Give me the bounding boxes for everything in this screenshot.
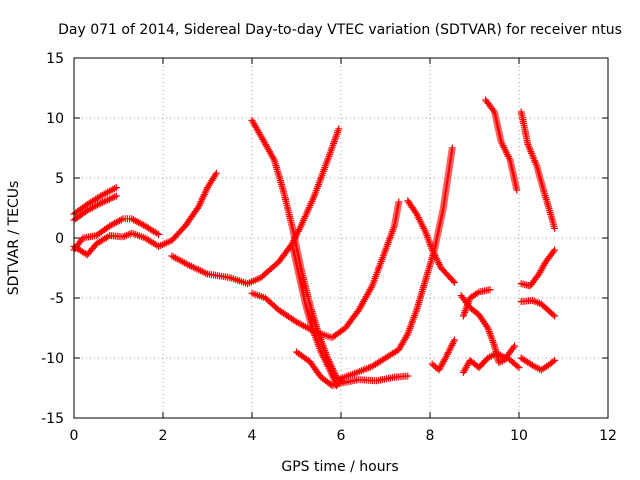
series-markers [288, 240, 341, 390]
y-axis-label: SDTVAR / TECUs [6, 181, 22, 296]
series-s20 [517, 296, 559, 320]
y-tick-label: -5 [50, 291, 64, 307]
y-tick-label: -10 [41, 351, 64, 367]
x-tick-label: 6 [337, 428, 346, 444]
series-s8 [248, 198, 403, 342]
x-tick-label: 4 [248, 428, 257, 444]
series-markers [517, 354, 559, 374]
series-markers [404, 197, 458, 286]
x-tick-label: 2 [159, 428, 168, 444]
series-s19 [517, 246, 559, 290]
series-s5 [155, 169, 220, 250]
x-tick-label: 12 [599, 428, 617, 444]
series-s9 [288, 240, 341, 390]
series-markers [517, 108, 559, 232]
series-markers [482, 96, 521, 194]
x-tick-label: 10 [510, 428, 528, 444]
x-axis-label: GPS time / hours [281, 459, 398, 475]
series-markers [248, 198, 403, 342]
series-s21 [517, 354, 559, 374]
ticks [73, 57, 609, 419]
series-s10 [293, 348, 412, 390]
x-tick-label: 8 [426, 428, 435, 444]
series-markers [517, 246, 559, 290]
y-tick-label: -15 [41, 411, 64, 427]
series-markers [428, 336, 458, 374]
series-s16 [459, 342, 518, 376]
series-s12 [404, 197, 458, 286]
series-markers [517, 296, 559, 320]
y-tick-label: 10 [46, 111, 64, 127]
chart-title: Day 071 of 2014, Sidereal Day-to-day VTE… [58, 22, 622, 38]
tick-labels: 0 2 4 6 8 10 12 -15 -10 -5 0 5 10 15 [41, 51, 617, 444]
series-markers [155, 169, 220, 250]
series-markers [293, 348, 412, 390]
series-s11 [337, 144, 456, 382]
series-s13 [428, 336, 458, 374]
y-tick-label: 0 [55, 231, 64, 247]
series-s18 [517, 108, 559, 232]
series-s17 [482, 96, 521, 194]
series-markers [459, 342, 518, 376]
y-tick-label: 15 [46, 51, 64, 67]
plot-area [70, 96, 559, 390]
y-tick-label: 5 [55, 171, 64, 187]
series-markers [337, 144, 456, 382]
x-tick-label: 0 [70, 428, 79, 444]
